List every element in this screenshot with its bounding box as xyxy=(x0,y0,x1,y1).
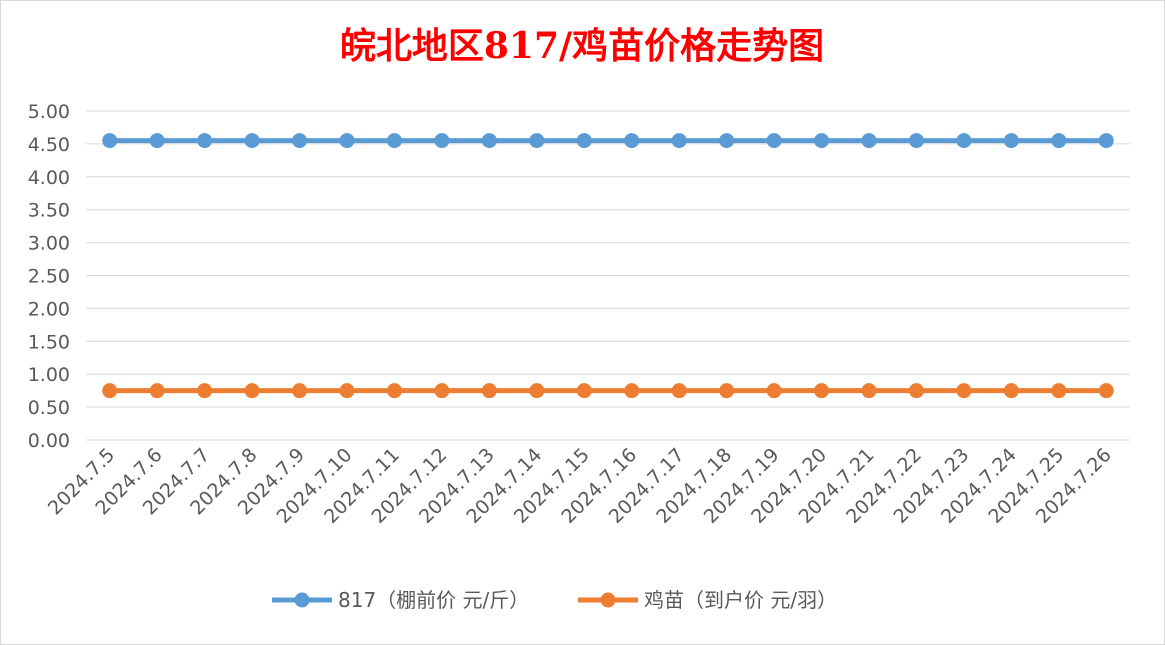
data-point xyxy=(102,133,118,149)
data-point xyxy=(576,133,592,149)
data-point xyxy=(719,383,735,399)
data-point xyxy=(149,133,165,149)
gridlines xyxy=(86,110,1130,441)
legend: 817（棚前价 元/斤） 鸡苗（到户价 元/羽） xyxy=(272,588,837,612)
y-tick-label: 1.00 xyxy=(28,364,70,386)
data-point xyxy=(624,383,640,399)
y-tick-label: 5.00 xyxy=(28,101,70,123)
data-point xyxy=(624,133,640,149)
y-tick-label: 4.50 xyxy=(28,134,70,156)
x-axis-tick-labels: 2024.7.52024.7.62024.7.72024.7.82024.7.9… xyxy=(44,444,1116,528)
data-point xyxy=(1051,133,1067,149)
data-point xyxy=(244,383,260,399)
legend-marker xyxy=(294,592,310,608)
data-point xyxy=(339,383,355,399)
y-tick-label: 0.50 xyxy=(28,397,70,419)
data-point xyxy=(956,133,972,149)
data-point xyxy=(576,383,592,399)
data-point xyxy=(671,383,687,399)
data-point xyxy=(434,133,450,149)
data-point xyxy=(386,383,402,399)
data-point xyxy=(956,383,972,399)
data-point xyxy=(102,383,118,399)
data-point xyxy=(719,133,735,149)
data-point xyxy=(814,383,830,399)
data-point xyxy=(149,383,165,399)
legend-label: 鸡苗（到户价 元/羽） xyxy=(644,588,837,612)
data-point xyxy=(814,133,830,149)
y-tick-label: 3.50 xyxy=(28,200,70,222)
series-1 xyxy=(102,383,1114,399)
data-point xyxy=(292,133,308,149)
data-point xyxy=(1098,133,1114,149)
data-point xyxy=(1003,383,1019,399)
data-point xyxy=(481,133,497,149)
data-point xyxy=(197,383,213,399)
data-point xyxy=(908,383,924,399)
data-point xyxy=(244,133,260,149)
legend-item: 817（棚前价 元/斤） xyxy=(272,588,529,612)
data-point xyxy=(908,133,924,149)
y-tick-label: 4.00 xyxy=(28,167,70,189)
legend-item: 鸡苗（到户价 元/羽） xyxy=(578,588,837,612)
y-tick-label: 0.00 xyxy=(28,430,70,452)
y-axis-tick-labels: 0.00 0.50 1.00 1.50 2.00 2.50 3.00 3.50 4.00 4.50… xyxy=(28,101,70,452)
legend-label: 817（棚前价 元/斤） xyxy=(338,588,529,612)
data-point xyxy=(197,133,213,149)
data-point xyxy=(1098,383,1114,399)
data-point xyxy=(671,133,687,149)
data-point xyxy=(529,383,545,399)
data-point xyxy=(529,133,545,149)
data-point xyxy=(434,383,450,399)
data-point xyxy=(861,133,877,149)
data-point xyxy=(766,133,782,149)
series-layer xyxy=(102,133,1114,399)
y-tick-label: 2.00 xyxy=(28,298,70,320)
data-point xyxy=(766,383,782,399)
data-point xyxy=(481,383,497,399)
y-tick-label: 3.00 xyxy=(28,233,70,255)
legend-marker xyxy=(600,592,616,608)
chart-title: 皖北地区817/鸡苗价格走势图 xyxy=(340,25,824,67)
data-point xyxy=(1051,383,1067,399)
data-point xyxy=(861,383,877,399)
data-point xyxy=(1003,133,1019,149)
y-tick-label: 2.50 xyxy=(28,266,70,288)
data-point xyxy=(339,133,355,149)
data-point xyxy=(292,383,308,399)
data-point xyxy=(386,133,402,149)
series-0 xyxy=(102,133,1114,149)
y-tick-label: 1.50 xyxy=(28,331,70,353)
